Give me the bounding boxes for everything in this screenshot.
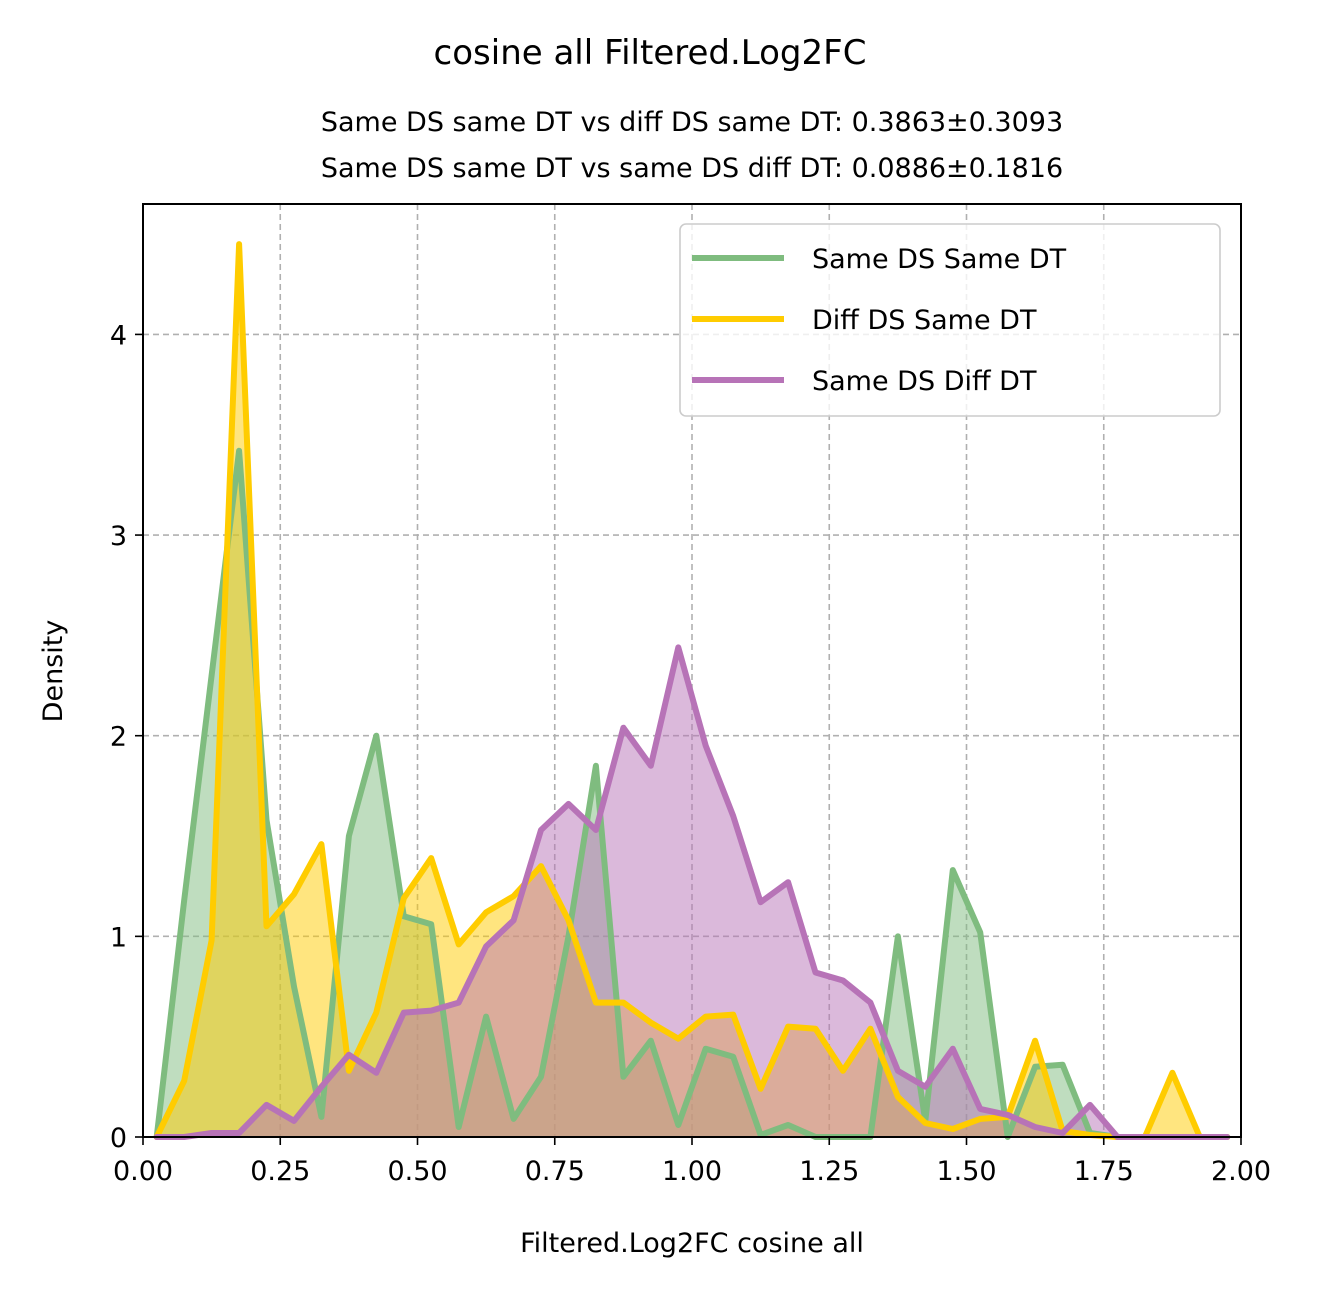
x-axis-ticks: 0.00 0.25 0.50 0.75 1.00 1.25 1.50 1.75 2.00 (113, 1137, 1271, 1187)
y-axis-ticks: 0 1 2 3 4 (110, 320, 143, 1154)
subtitle-line-1: Same DS same DT vs diff DS same DT: 0.38… (321, 107, 1063, 138)
series-line-same-ds-diff-dt (153, 644, 1231, 1140)
x-tick-label: 1.00 (662, 1156, 722, 1187)
series-fills (156, 244, 1228, 1138)
series-lines (153, 241, 1231, 1140)
series-area-diff-ds-same-dt (156, 244, 1228, 1138)
x-tick-label: 0.75 (525, 1156, 585, 1187)
legend-label-same-ds-diff-dt: Same DS Diff DT (812, 366, 1037, 397)
y-tick-label: 2 (110, 722, 127, 753)
x-tick-label: 0.50 (387, 1156, 447, 1187)
legend-label-same-ds-same-dt: Same DS Same DT (812, 244, 1067, 275)
y-tick-label: 1 (110, 922, 127, 953)
series-area-same-ds-diff-dt (156, 647, 1228, 1137)
legend-label-diff-ds-same-dt: Diff DS Same DT (812, 305, 1037, 336)
x-tick-label: 2.00 (1211, 1156, 1271, 1187)
x-tick-label: 0.25 (250, 1156, 310, 1187)
legend-box (679, 223, 1221, 417)
chart-title: cosine all Filtered.Log2FC (434, 33, 867, 73)
x-tick-label: 1.75 (1074, 1156, 1134, 1187)
y-axis-label: Density (38, 620, 69, 723)
x-tick-label: 0.00 (113, 1156, 173, 1187)
y-tick-label: 0 (110, 1123, 127, 1154)
series-line-diff-ds-same-dt (153, 241, 1231, 1140)
x-axis-label: Filtered.Log2FC cosine all (520, 1228, 864, 1259)
x-tick-label: 1.50 (936, 1156, 996, 1187)
y-tick-label: 4 (110, 320, 127, 351)
x-tick-label: 1.25 (799, 1156, 859, 1187)
y-tick-label: 3 (110, 521, 127, 552)
subtitle-line-2: Same DS same DT vs same DS diff DT: 0.08… (321, 153, 1063, 184)
legend: Same DS Same DT Diff DS Same DT Same DS … (679, 223, 1221, 417)
